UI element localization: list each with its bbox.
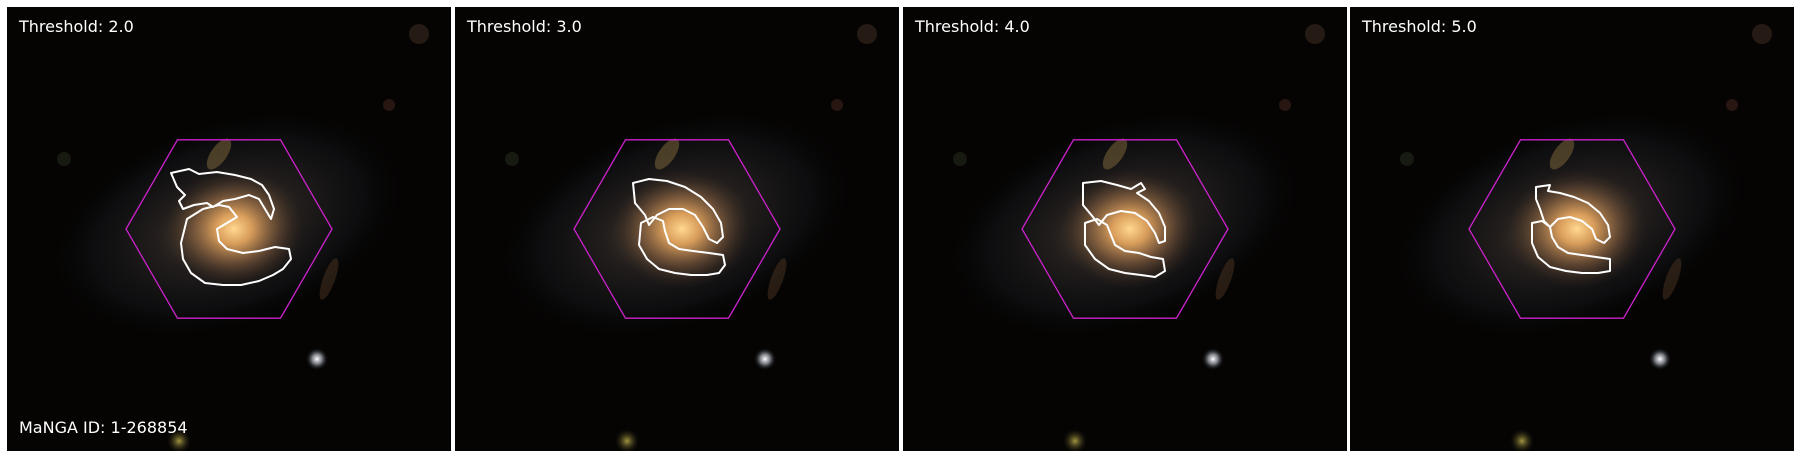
galaxy-image	[944, 24, 1325, 451]
image-panel: Threshold: 4.0	[903, 7, 1347, 451]
spiral-arm-contour	[1531, 184, 1611, 274]
spiral-arm-contour	[170, 168, 292, 286]
ifu-hexagon-outline	[125, 139, 333, 319]
galaxy-id-label: MaNGA ID: 1-268854	[19, 418, 188, 437]
spiral-arm-contour	[1082, 180, 1166, 278]
galaxy-image	[496, 24, 877, 451]
spiral-arm-contour	[632, 178, 726, 276]
galaxy-image	[1391, 24, 1772, 451]
threshold-label: Threshold: 2.0	[19, 17, 134, 36]
image-panel: Threshold: 3.0	[455, 7, 899, 451]
galaxy-image	[48, 24, 429, 451]
image-panel: Threshold: 2.0 MaNGA ID: 1-268854	[7, 7, 451, 451]
ifu-hexagon-outline	[573, 139, 781, 319]
threshold-label: Threshold: 5.0	[1362, 17, 1477, 36]
image-panel: Threshold: 5.0	[1350, 7, 1794, 451]
ifu-hexagon-outline	[1468, 139, 1676, 319]
ifu-hexagon-outline	[1021, 139, 1229, 319]
threshold-label: Threshold: 3.0	[467, 17, 582, 36]
threshold-label: Threshold: 4.0	[915, 17, 1030, 36]
